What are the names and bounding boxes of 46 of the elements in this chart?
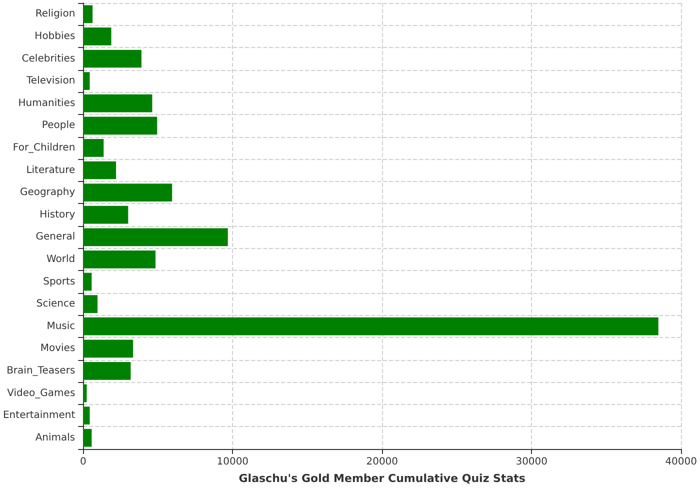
y-tick-label: General (36, 232, 76, 243)
y-tick-label: Religion (35, 8, 76, 20)
bar (83, 116, 158, 135)
y-tick-label: Video_Games (7, 388, 76, 399)
x-tick-label: 40000 (665, 456, 697, 468)
bar (83, 94, 152, 112)
y-tick-label: People (42, 120, 76, 132)
y-tick-label: World (46, 254, 76, 265)
bar (83, 340, 134, 358)
y-tick-label: Animals (35, 432, 76, 444)
y-tick-label: Sports (43, 276, 76, 288)
x-tick-label: 0 (80, 456, 86, 468)
y-tick-label: Science (36, 298, 76, 310)
bar (83, 5, 93, 24)
bar (83, 272, 92, 291)
x-tick-label: 10000 (216, 456, 249, 468)
bar (83, 295, 98, 313)
y-tick-label: Movies (40, 343, 76, 354)
y-tick-label: For_Children (12, 142, 76, 154)
bar (83, 28, 112, 46)
bar (83, 428, 92, 447)
bar (83, 50, 142, 68)
bar (83, 184, 172, 202)
y-tick-label: Hobbies (34, 30, 76, 42)
y-tick-label: History (40, 209, 76, 220)
y-tick-label: Humanities (18, 98, 76, 109)
y-tick-label: Entertainment (2, 410, 76, 422)
bar (83, 72, 90, 90)
y-tick-label: Brain_Teasers (6, 365, 76, 376)
bar (83, 362, 131, 380)
y-tick-label: Literature (26, 164, 76, 176)
y-tick-label: Geography (20, 187, 76, 198)
bar (83, 206, 128, 224)
bar (83, 228, 228, 246)
bar (83, 317, 658, 336)
bar (83, 406, 90, 424)
bar (83, 139, 104, 157)
bar (83, 161, 116, 180)
x-tick-label: 30000 (516, 456, 548, 468)
bar (83, 250, 156, 268)
bar (83, 384, 87, 402)
x-axis-title: Glaschu's Gold Member Cumulative Quiz Stats (238, 472, 526, 485)
y-tick-label: Music (46, 320, 76, 332)
y-tick-label: Celebrities (22, 53, 76, 64)
x-tick-label: 20000 (366, 456, 398, 468)
y-tick-label: Television (26, 76, 76, 87)
